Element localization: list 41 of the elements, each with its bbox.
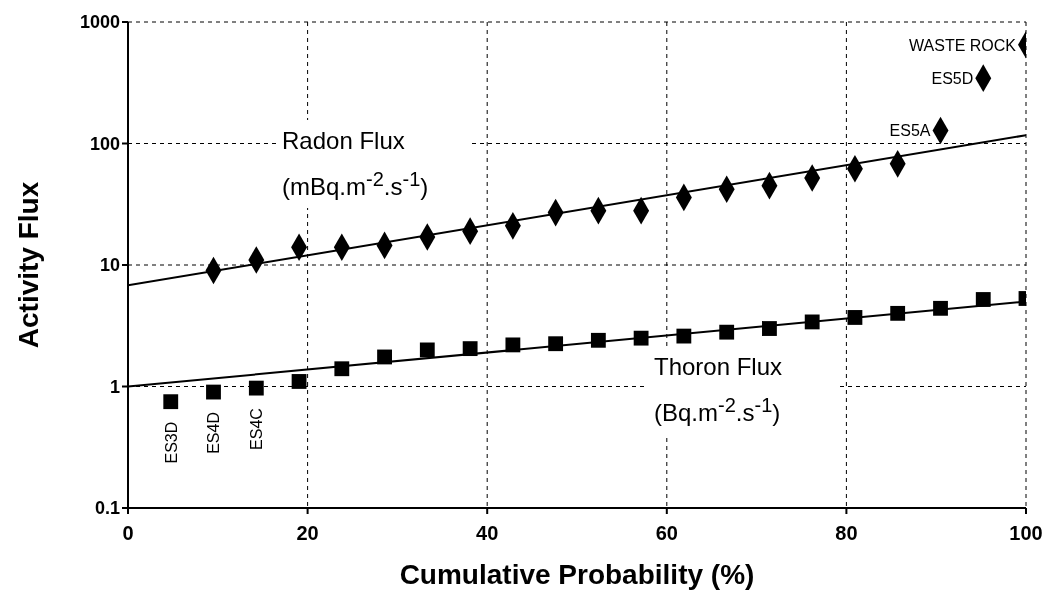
point xyxy=(163,394,179,410)
series-label: Thoron Flux (Bq.m$^{-2}$.s$^{-1}$) xyxy=(648,346,840,434)
annotation: ES5A xyxy=(889,122,931,140)
annotation: ES4C xyxy=(248,408,266,450)
point xyxy=(462,341,478,357)
point xyxy=(377,349,392,365)
point xyxy=(804,314,820,330)
y-tick-label: 1 xyxy=(109,376,120,397)
point xyxy=(206,384,221,400)
point xyxy=(590,332,606,348)
annotation: ES5D xyxy=(931,70,974,88)
point xyxy=(633,330,649,346)
point xyxy=(719,324,735,340)
x-tick-label: 0 xyxy=(122,522,134,545)
point xyxy=(890,305,906,321)
x-axis-title: Cumulative Probability (%) xyxy=(399,559,755,590)
y-tick-label: 1000 xyxy=(79,12,120,33)
annotation: ES3D xyxy=(162,421,180,464)
y-tick-label: 0.1 xyxy=(94,498,120,519)
annotation: WASTE ROCK xyxy=(909,36,1017,54)
y-tick-label: 10 xyxy=(99,255,120,276)
x-tick-label: 20 xyxy=(296,522,319,545)
annotation: ES4D xyxy=(205,412,223,454)
point xyxy=(676,328,692,344)
point xyxy=(248,380,264,396)
point xyxy=(847,310,863,325)
point xyxy=(334,361,350,377)
point xyxy=(419,342,435,358)
x-tick-label: 100 xyxy=(1009,522,1043,545)
y-axis-title: Activity Flux xyxy=(12,181,44,349)
point xyxy=(762,321,777,336)
x-tick-label: 60 xyxy=(655,522,678,545)
y-tick-label: 100 xyxy=(89,133,120,154)
point xyxy=(933,300,948,316)
series-label: Radon Flux (mBq.m$^{-2}$.s$^{-1}$) xyxy=(276,120,468,208)
point xyxy=(548,336,564,352)
point xyxy=(505,337,521,353)
point xyxy=(291,374,307,389)
x-tick-label: 40 xyxy=(476,522,499,545)
x-tick-label: 80 xyxy=(835,522,858,545)
point xyxy=(975,292,991,307)
